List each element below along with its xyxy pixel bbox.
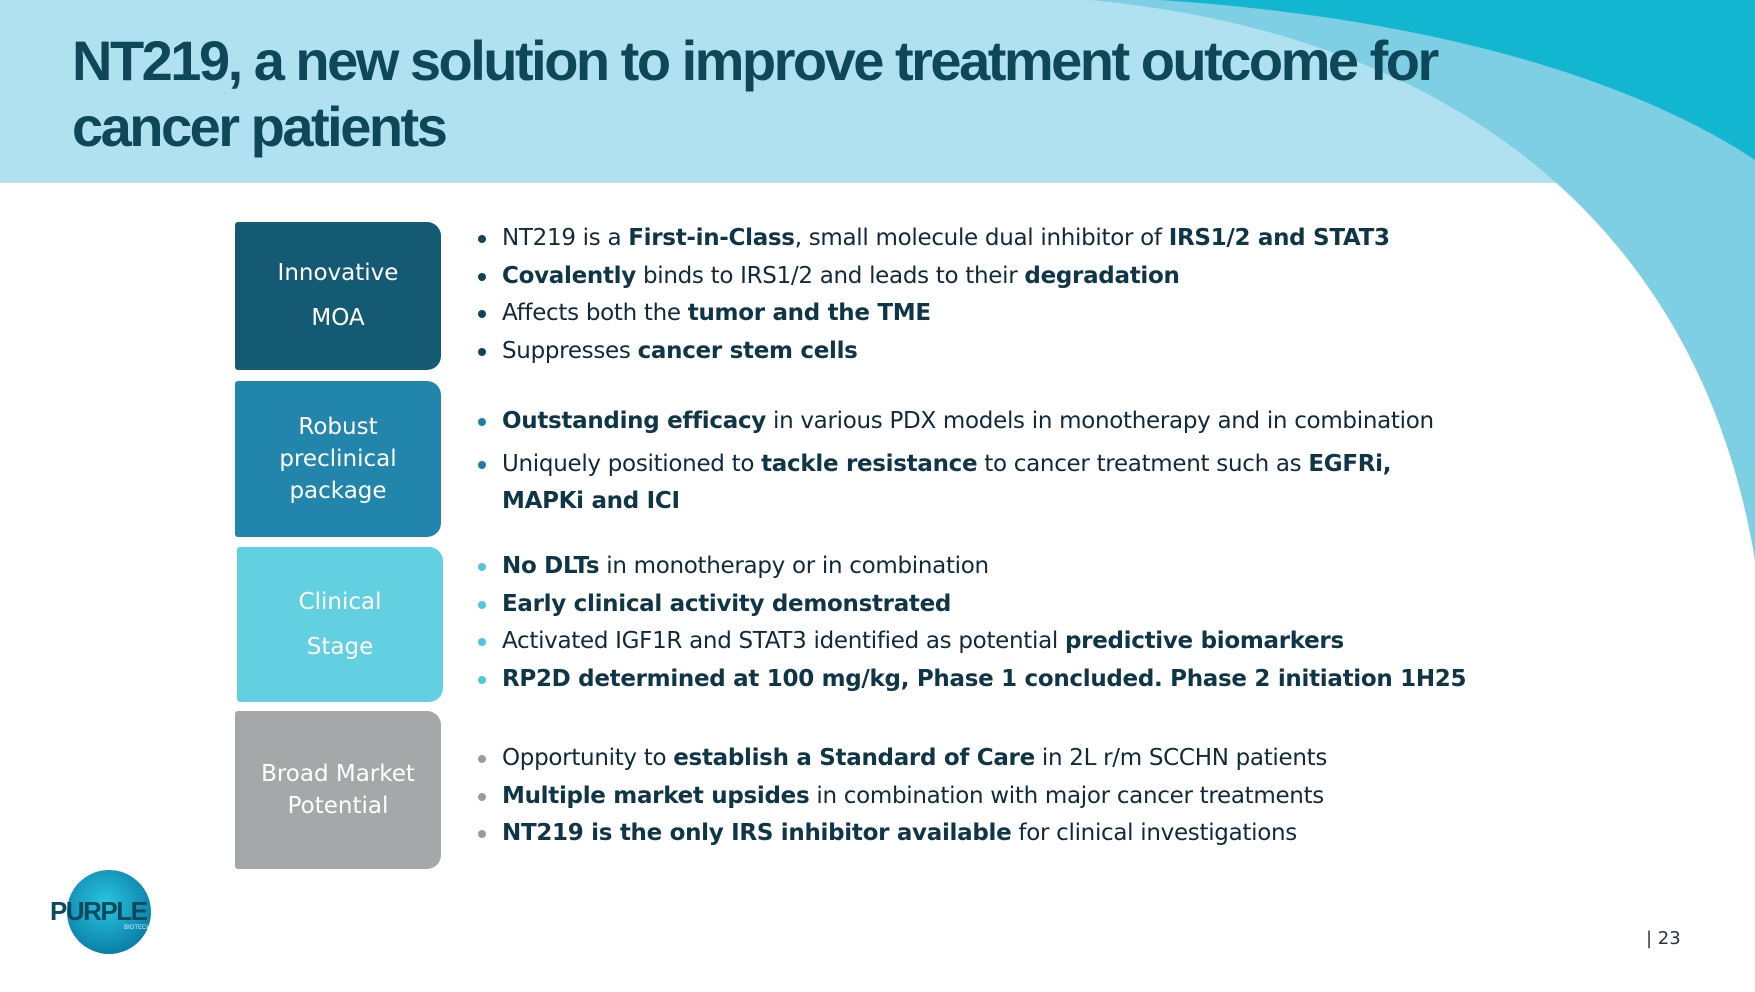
logo-circle xyxy=(67,870,151,954)
pillar-label-line: Innovative xyxy=(277,260,399,286)
bullet-text-bold: No DLTs xyxy=(502,553,600,579)
bullet-text-bold: Covalently xyxy=(502,262,636,289)
bullet-item: Suppresses cancer stem cells xyxy=(478,333,1478,371)
bullet-item: NT219 is a First-in-Class, small molecul… xyxy=(478,220,1478,258)
slide-title: NT219, a new solution to improve treatme… xyxy=(72,29,1439,158)
bullet-text-bold: cancer stem cells xyxy=(637,337,858,364)
pillar-robust-preclinical-package: Robust preclinical package xyxy=(235,381,441,537)
bullet-item: Outstanding efficacy in various PDX mode… xyxy=(478,403,1478,441)
pillar-label-line: preclinical xyxy=(279,446,397,472)
pillar-label-line: Broad Market xyxy=(261,761,415,787)
bullet-dot-icon xyxy=(478,418,486,426)
bullet-list-innovative-moa: NT219 is a First-in-Class, small molecul… xyxy=(478,220,1478,370)
bullet-dot-icon xyxy=(478,272,486,281)
bullet-text: in 2L r/m SCCHN patients xyxy=(1034,745,1328,771)
bullet-text-bold: predictive biomarkers xyxy=(1065,628,1344,654)
bullet-text: binds to IRS1/2 and leads to their xyxy=(635,262,1025,289)
pillar-label-line: Clinical xyxy=(298,588,382,615)
bullet-text: , small molecule dual inhibitor of xyxy=(794,225,1169,251)
pillar-broad-market-potential: Broad Market Potential xyxy=(235,711,441,869)
pillar-label-line: package xyxy=(289,478,387,504)
company-logo: PURPLE BIOTECH xyxy=(50,870,151,954)
bullet-text-bold: NT219 is the only IRS inhibitor availabl… xyxy=(502,820,1012,846)
bullet-dot-icon xyxy=(478,563,486,571)
bullet-text-bold: EGFRi, MAPKi and ICI xyxy=(502,450,1392,515)
pillar-label-line: Potential xyxy=(287,793,389,819)
bullet-text: NT219 is a xyxy=(502,225,629,251)
bullet-item: NT219 is the only IRS inhibitor availabl… xyxy=(478,815,1478,853)
header-wave-light xyxy=(1090,0,1755,560)
bullet-text-bold: Outstanding efficacy xyxy=(502,408,766,434)
bullet-text: Opportunity to xyxy=(502,745,674,771)
bullet-list-broad-market: Opportunity to establish a Standard of C… xyxy=(478,740,1478,853)
bullet-text: in combination with major cancer treatme… xyxy=(809,782,1324,809)
pillar-label-line: Stage xyxy=(306,633,374,660)
bullet-text: Uniquely positioned to xyxy=(502,450,762,477)
pillar-label-line: MOA xyxy=(311,305,365,331)
bullet-item: RP2D determined at 100 mg/kg, Phase 1 co… xyxy=(478,661,1478,699)
bullet-item: Uniquely positioned to tackle resistance… xyxy=(478,446,1478,521)
bullet-text: in monotherapy or in combination xyxy=(599,553,989,579)
bullet-item: Early clinical activity demonstrated xyxy=(478,586,1478,624)
bullet-text-bold: Multiple market upsides xyxy=(502,782,810,809)
pillar-clinical-stage: Clinical Stage xyxy=(237,547,443,702)
bullet-dot-icon xyxy=(478,460,486,469)
bullet-dot-icon xyxy=(478,235,486,243)
bullet-dot-icon xyxy=(478,600,486,609)
bullet-item: Multiple market upsides in combination w… xyxy=(478,778,1478,816)
pillar-innovative-moa: Innovative MOA xyxy=(235,222,441,370)
page-number: | 23 xyxy=(1646,928,1681,949)
bullet-text-bold: degradation xyxy=(1024,262,1180,289)
bullet-text-bold: tumor and the TME xyxy=(687,300,931,326)
bullet-text: Suppresses xyxy=(502,337,638,364)
bullet-item: No DLTs in monotherapy or in combination xyxy=(478,548,1478,586)
bullet-dot-icon xyxy=(478,792,486,801)
bullet-item: Activated IGF1R and STAT3 identified as … xyxy=(478,623,1478,661)
bullet-item: Opportunity to establish a Standard of C… xyxy=(478,740,1478,778)
logo-subtext: BIOTECH xyxy=(124,925,151,931)
pillar-label-line: Robust xyxy=(298,414,378,440)
header-wave-dark xyxy=(1160,0,1755,160)
bullet-text-bold: Early clinical activity demonstrated xyxy=(502,590,952,617)
bullet-item: Covalently binds to IRS1/2 and leads to … xyxy=(478,258,1478,296)
bullet-list-robust-preclinical: Outstanding efficacy in various PDX mode… xyxy=(478,403,1478,521)
bullet-text-bold: tackle resistance xyxy=(761,450,978,477)
bullet-text: for clinical investigations xyxy=(1011,820,1297,846)
bullet-dot-icon xyxy=(478,755,486,763)
bullet-text: Activated IGF1R and STAT3 identified as … xyxy=(502,628,1065,654)
bullet-dot-icon xyxy=(478,347,486,356)
bullet-dot-icon xyxy=(478,310,486,318)
bullet-dot-icon xyxy=(478,830,486,838)
bullet-item: Affects both the tumor and the TME xyxy=(478,295,1478,333)
bullet-text-bold: IRS1/2 and STAT3 xyxy=(1168,225,1390,251)
bullet-text-bold: establish a Standard of Care xyxy=(673,745,1035,771)
bullet-text-bold: First-in-Class xyxy=(628,225,795,251)
bullet-text: in various PDX models in monotherapy and… xyxy=(765,408,1434,434)
bullet-dot-icon xyxy=(478,675,486,684)
bullet-dot-icon xyxy=(478,638,486,646)
bullet-list-clinical-stage: No DLTs in monotherapy or in combination… xyxy=(478,548,1478,698)
bullet-text: Affects both the xyxy=(502,300,688,326)
logo-wordmark: PURPLE xyxy=(50,896,148,926)
bullet-text: to cancer treatment such as xyxy=(977,450,1309,477)
bullet-text-bold: RP2D determined at 100 mg/kg, Phase 1 co… xyxy=(502,665,1467,692)
